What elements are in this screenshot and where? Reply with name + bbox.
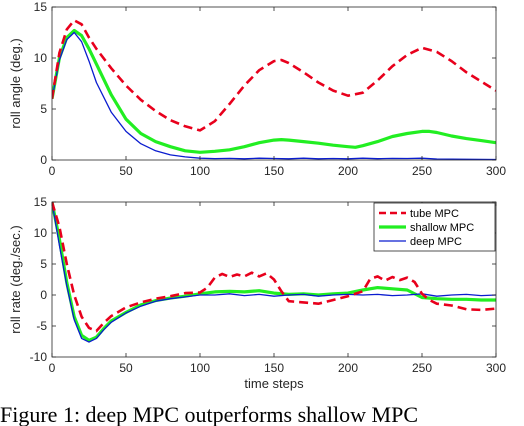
x-tick-label: 100	[190, 361, 210, 375]
x-tick-label: 200	[338, 361, 358, 375]
y-tick-label: 5	[40, 257, 47, 271]
legend-label: deep MPC	[410, 236, 462, 248]
roll-rate-chart: 0 50 100 150 200 250 300 -10 -5 0 5 10 15 roll rate (…	[8, 195, 506, 391]
x-tick-label: 300	[486, 164, 506, 178]
x-tick-label: 100	[190, 164, 210, 178]
x-axis-label: time steps	[244, 376, 304, 391]
x-tick-label: 250	[412, 164, 432, 178]
x-tick-label: 50	[119, 164, 133, 178]
y-tick-label: 15	[34, 195, 48, 209]
series-line-tube-mpc	[52, 202, 496, 333]
x-tick-label: 150	[264, 361, 284, 375]
y-tick-label: 0	[40, 153, 47, 167]
plot-frame	[51, 6, 497, 161]
series-line-tube-mpc	[52, 18, 496, 132]
figure-caption: Figure 1: deep MPC outperforms shallow M…	[0, 402, 418, 426]
y-tick-label: 0	[40, 288, 47, 302]
y-tick-label: 5	[40, 102, 47, 116]
x-tick-label: 50	[119, 361, 133, 375]
y-tick-label: 10	[34, 226, 48, 240]
x-tick-label: 0	[49, 361, 56, 375]
y-axis-label: roll angle (deg.)	[8, 38, 23, 128]
x-tick-label: 0	[49, 164, 56, 178]
y-tick-label: -5	[36, 319, 47, 333]
y-tick-label: 15	[34, 0, 48, 14]
roll-angle-chart: 0 50 100 150 200 250 300 0 5 10 15 roll angle (deg.…	[8, 0, 506, 178]
series-line-shallow-mpc	[52, 28, 496, 154]
y-axis-label: roll rate (deg./sec.)	[8, 225, 23, 333]
legend-label: shallow MPC	[410, 222, 474, 234]
series-line-deep-mpc	[52, 202, 496, 343]
y-tick-label: 10	[34, 51, 48, 65]
x-tick-label: 300	[486, 361, 506, 375]
x-tick-label: 200	[338, 164, 358, 178]
legend: tube MPC shallow MPC deep MPC	[373, 202, 496, 252]
series-line-deep-mpc	[52, 31, 496, 160]
x-tick-label: 150	[264, 164, 284, 178]
y-tick-label: -10	[30, 350, 48, 364]
legend-label: tube MPC	[410, 208, 459, 220]
series-line-shallow-mpc	[52, 202, 496, 342]
x-tick-label: 250	[412, 361, 432, 375]
